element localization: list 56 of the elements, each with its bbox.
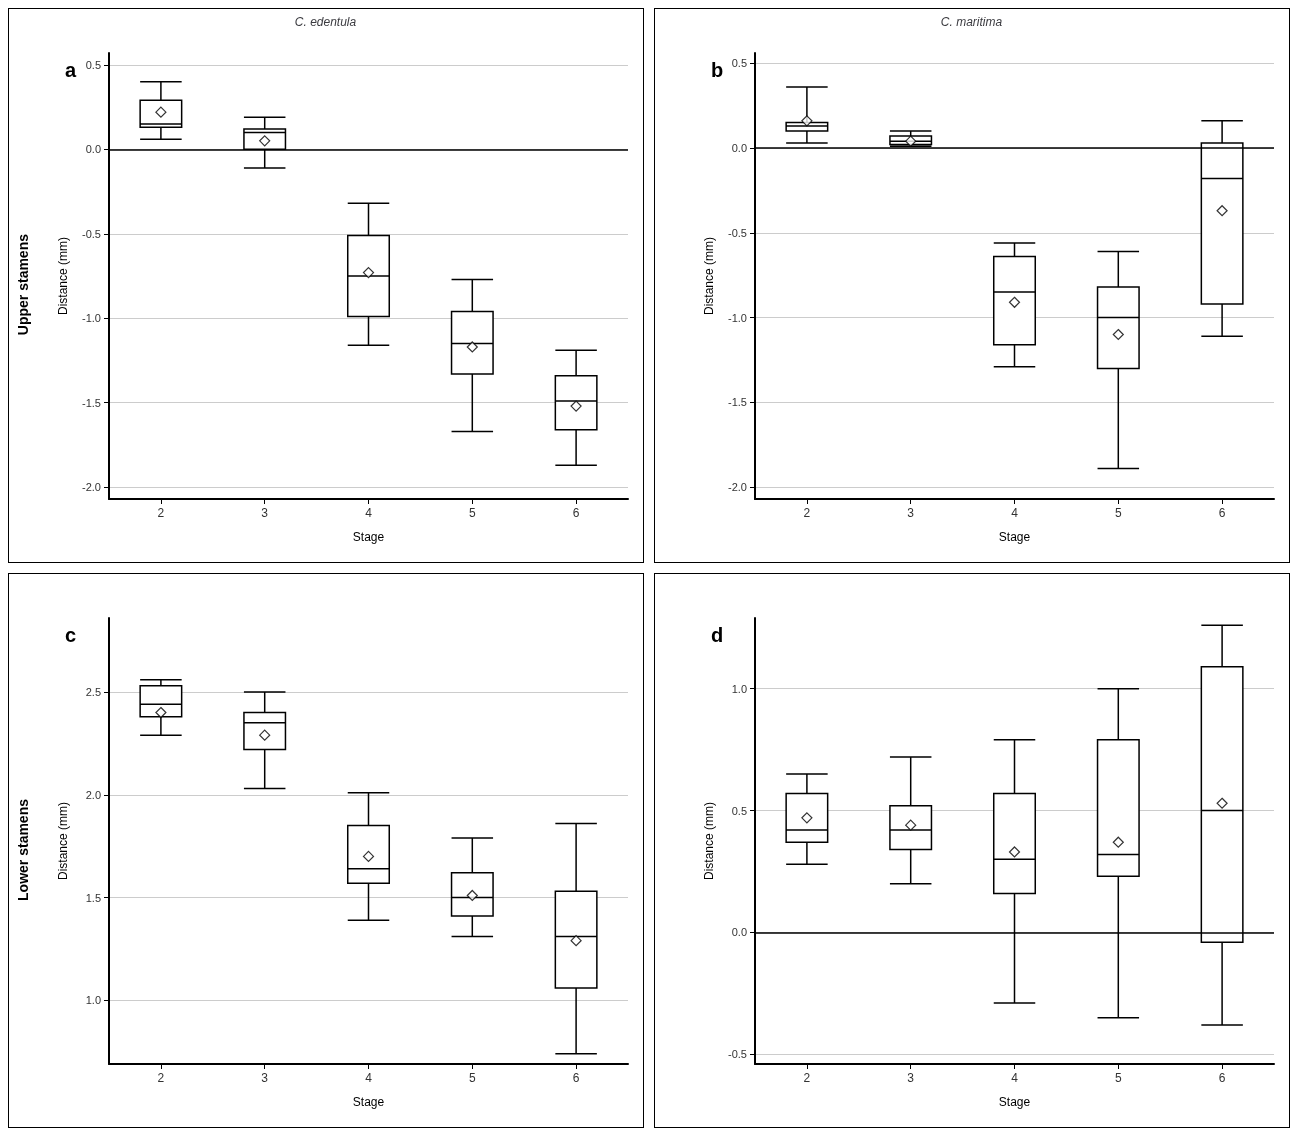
x-tick-label: 4 <box>1011 1071 1019 1085</box>
y-tick-label: -0.5 <box>728 226 747 239</box>
x-tick-label: 6 <box>572 506 580 520</box>
x-tick-label: 6 <box>572 1071 580 1085</box>
x-tick-label: 5 <box>1114 1071 1122 1085</box>
y-tick-label: 1.0 <box>85 994 101 1007</box>
x-tick-label: 3 <box>261 1071 269 1085</box>
y-axis-title: Distance (mm) <box>56 236 70 316</box>
x-tick-label: 4 <box>1011 506 1019 520</box>
x-tick-label: 2 <box>803 506 811 520</box>
text: Upper stamens <box>15 234 31 336</box>
y-tick-label: 2.5 <box>85 685 101 698</box>
x-tick-label: 5 <box>468 1071 476 1085</box>
x-tick-label: 3 <box>261 506 269 520</box>
text: d <box>711 624 724 647</box>
text: c <box>65 624 77 647</box>
y-tick-label: 1.0 <box>731 682 747 695</box>
x-tick-label: 2 <box>157 1071 165 1085</box>
x-axis-title: Stage <box>998 530 1031 544</box>
y-tick-label: 0.0 <box>85 143 101 156</box>
y-axis-title: Distance (mm) <box>56 801 70 881</box>
y-tick-label: 0.0 <box>731 141 747 154</box>
y-tick-label: 0.5 <box>731 804 747 817</box>
x-tick-label: 4 <box>365 506 373 520</box>
y-tick-label: -2.0 <box>82 481 101 494</box>
x-axis-title: Stage <box>352 530 385 544</box>
y-tick-label: 2.0 <box>85 788 101 801</box>
text: a <box>65 59 77 82</box>
y-tick-label: 0.0 <box>731 926 747 939</box>
x-tick-label: 3 <box>907 506 915 520</box>
y-tick-label: -1.0 <box>82 312 101 325</box>
x-tick-label: 2 <box>157 506 165 520</box>
text: b <box>711 59 724 82</box>
chart-title: C. edentula <box>294 15 357 29</box>
x-tick-label: 3 <box>907 1071 915 1085</box>
x-axis-title: Stage <box>998 1095 1031 1109</box>
y-tick-label: -1.5 <box>728 396 747 409</box>
x-tick-label: 5 <box>468 506 476 520</box>
y-tick-label: -1.0 <box>728 311 747 324</box>
text: Lower stamens <box>15 799 31 901</box>
x-axis-title: Stage <box>352 1095 385 1109</box>
y-tick-label: 0.5 <box>731 57 747 70</box>
y-tick-label: -2.0 <box>728 481 747 494</box>
y-tick-label: -0.5 <box>728 1048 747 1061</box>
x-tick-label: 5 <box>1114 506 1122 520</box>
y-tick-label: -0.5 <box>82 227 101 240</box>
x-tick-label: 6 <box>1218 1071 1226 1085</box>
y-tick-label: 0.5 <box>85 58 101 71</box>
x-tick-label: 4 <box>365 1071 373 1085</box>
chart-title: C. maritima <box>940 15 1003 29</box>
y-tick-label: 1.5 <box>85 891 101 904</box>
x-tick-label: 6 <box>1218 506 1226 520</box>
y-axis-title: Distance (mm) <box>702 801 716 881</box>
y-tick-label: -1.5 <box>82 396 101 409</box>
y-axis-title: Distance (mm) <box>702 236 716 316</box>
x-tick-label: 2 <box>803 1071 811 1085</box>
